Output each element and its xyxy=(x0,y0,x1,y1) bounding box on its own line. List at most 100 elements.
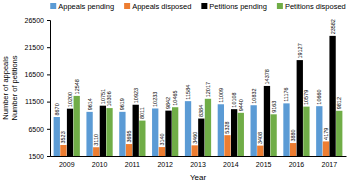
data-label: 11584 xyxy=(185,85,191,100)
data-label: 5328 xyxy=(224,121,230,133)
y-tick-label: 21500 xyxy=(25,44,45,51)
bar xyxy=(231,109,237,156)
bar xyxy=(297,60,303,156)
data-label: 10306 xyxy=(106,91,112,106)
x-tick-label: 2013 xyxy=(190,161,206,168)
data-label: 8384 xyxy=(198,105,204,117)
legend-label: Petitions disposed xyxy=(285,2,346,11)
bar xyxy=(323,141,329,156)
x-tick: 2013 xyxy=(190,156,206,168)
data-label: 4179 xyxy=(323,128,329,140)
bar xyxy=(74,96,80,156)
bar xyxy=(139,121,145,156)
data-label: 8670 xyxy=(54,103,60,115)
data-label: 10108 xyxy=(231,92,237,107)
x-tick-label: 2016 xyxy=(289,161,305,168)
x-axis: 2009 2010 2011 2012 2013 2014 2015 2016 2017 xyxy=(51,156,347,168)
data-label: 9619 xyxy=(119,98,125,110)
y-tick: 11500 xyxy=(25,98,50,105)
bar xyxy=(205,99,211,156)
x-tick: 2011 xyxy=(125,156,140,168)
bar xyxy=(165,111,171,156)
data-label: 10200 xyxy=(67,92,73,107)
x-tick-label: 2014 xyxy=(223,161,239,168)
data-label: 10465 xyxy=(172,90,178,105)
data-label: 12548 xyxy=(74,79,80,94)
bar xyxy=(159,147,165,156)
data-label: 10832 xyxy=(251,88,257,103)
chart: 1500 6500 11500 16500 21500 26500 2009 2010 2011… xyxy=(0,0,350,183)
bar xyxy=(133,105,139,156)
bar xyxy=(257,146,263,156)
bar xyxy=(238,113,244,156)
bar xyxy=(283,103,289,156)
y-tick-label: 16500 xyxy=(25,71,45,78)
data-label: 9614 xyxy=(87,98,93,110)
data-label: 3140 xyxy=(159,133,165,145)
y-tick-mark xyxy=(47,47,50,48)
plot: 1500 6500 11500 16500 21500 26500 2009 2010 2011… xyxy=(25,17,347,168)
x-tick: 2010 xyxy=(92,156,108,168)
legend-label: Appeals disposed xyxy=(132,2,191,11)
legend-item: Petitions disposed xyxy=(277,2,346,11)
bars xyxy=(54,36,343,156)
data-label: 3460 xyxy=(192,132,198,144)
legend-swatch xyxy=(201,3,207,9)
data-label: 10660 xyxy=(316,89,322,104)
bar xyxy=(152,108,158,156)
x-tick: 2015 xyxy=(256,156,272,168)
y-tick-mark xyxy=(47,74,50,75)
legend-item: Petitions pending xyxy=(201,2,267,11)
bar xyxy=(67,109,73,156)
x-tick: 2009 xyxy=(59,156,75,168)
data-label: 8011 xyxy=(139,107,145,119)
data-label: 3880 xyxy=(290,129,296,141)
bar xyxy=(270,114,276,156)
data-label: 3408 xyxy=(257,132,263,144)
bar xyxy=(86,112,92,156)
data-label: 9842 xyxy=(165,97,171,109)
data-label: 10579 xyxy=(303,90,309,105)
legend-label: Appeals pending xyxy=(58,2,114,11)
y-axis-title: Number of petitions xyxy=(10,55,19,120)
bar xyxy=(329,36,335,156)
y-tick: 1500 xyxy=(28,153,50,160)
x-axis-title: Year xyxy=(190,173,207,182)
data-label: 19127 xyxy=(297,43,303,58)
x-tick: 2017 xyxy=(321,156,337,168)
x-tick: 2016 xyxy=(289,156,305,168)
x-axis-line xyxy=(51,156,347,157)
bar xyxy=(224,135,230,156)
data-label: 23582 xyxy=(330,19,336,34)
legend-swatch xyxy=(277,3,283,9)
x-tick-label: 2017 xyxy=(321,161,337,168)
data-label: 11176 xyxy=(283,87,289,101)
data-labels: 8670961496191023311584110091083211176106… xyxy=(54,19,342,146)
y-tick-mark xyxy=(47,156,50,157)
legend-label: Petitions pending xyxy=(209,2,267,11)
bar xyxy=(316,106,322,156)
bar xyxy=(198,119,204,156)
y-tick-mark xyxy=(47,102,50,103)
bar xyxy=(100,106,106,156)
data-label: 3110 xyxy=(93,134,99,146)
y-tick-mark xyxy=(47,129,50,130)
bar xyxy=(290,143,296,156)
x-tick-label: 2010 xyxy=(92,161,108,168)
bar xyxy=(336,111,342,156)
y-tick: 21500 xyxy=(25,44,50,51)
x-tick: 2012 xyxy=(157,156,173,168)
y-tick-label: 6500 xyxy=(28,126,44,133)
bar xyxy=(303,107,309,156)
x-tick: 2014 xyxy=(223,156,239,168)
legend-swatch xyxy=(50,3,56,9)
x-tick-label: 2011 xyxy=(125,161,140,168)
bar xyxy=(172,107,178,156)
y-tick: 26500 xyxy=(25,17,50,24)
y-tick-label: 11500 xyxy=(25,98,44,105)
bar xyxy=(185,101,191,156)
y-tick-mark xyxy=(47,20,50,21)
bar xyxy=(60,145,66,156)
x-tick-label: 2012 xyxy=(157,161,173,168)
legend: Appeals pending Appeals disposed Petitions… xyxy=(50,2,346,11)
